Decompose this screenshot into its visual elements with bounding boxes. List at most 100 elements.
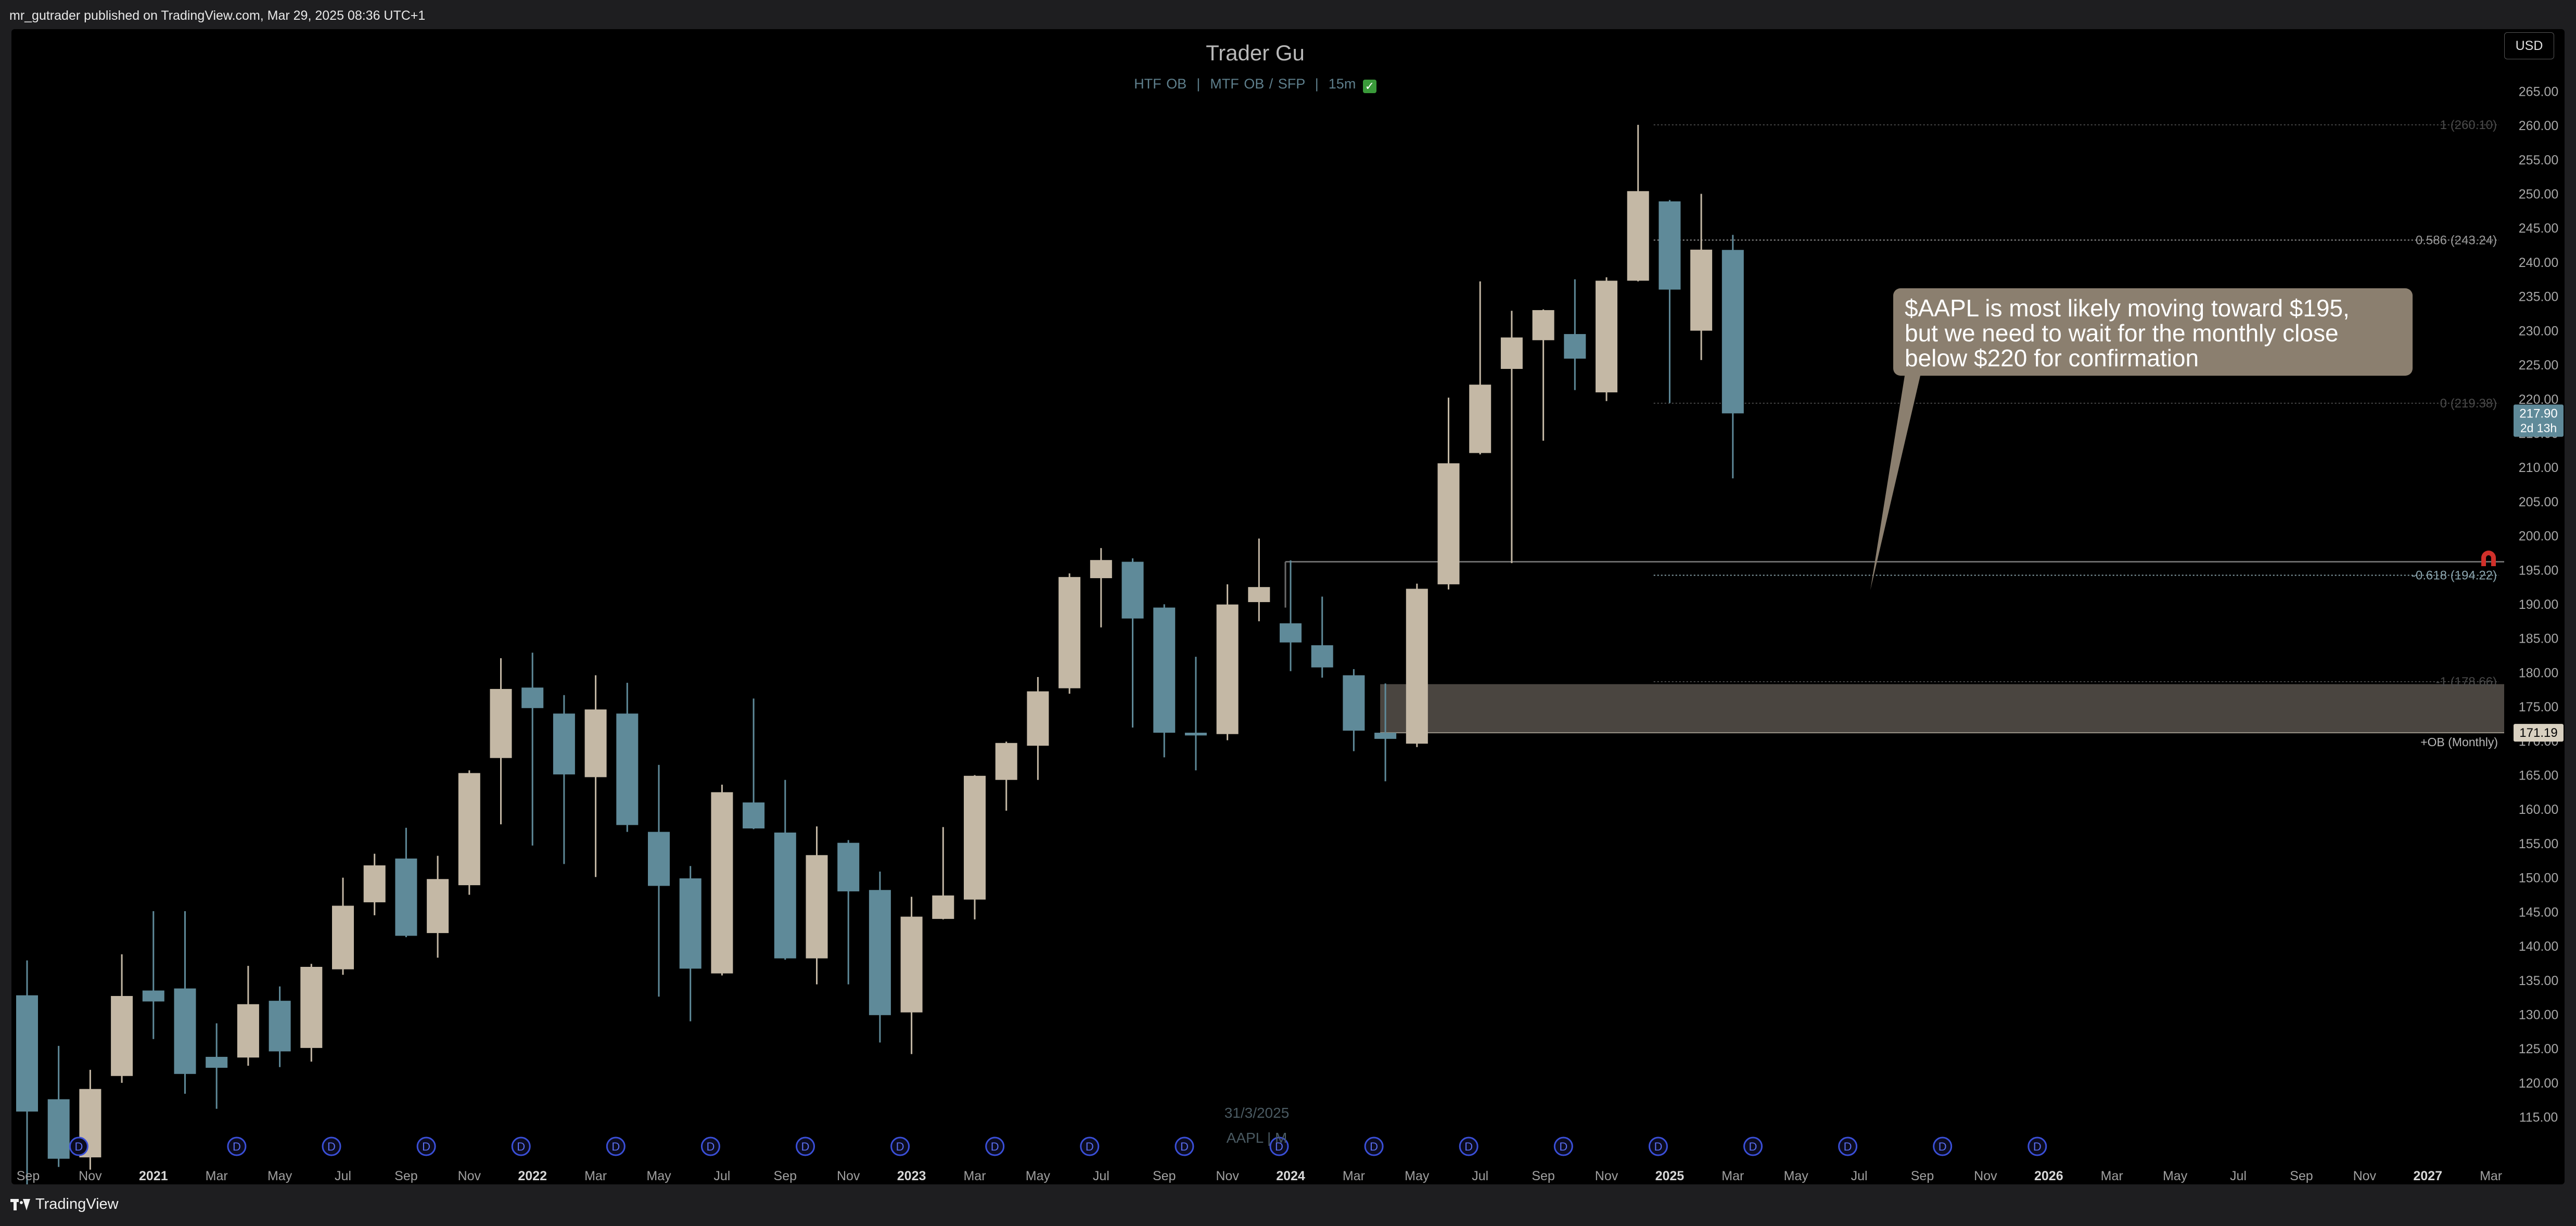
y-tick-label: 150.00 (2519, 871, 2558, 886)
candle-body-2021-09 (395, 858, 417, 936)
candle-body-2022-10 (806, 855, 828, 959)
x-tick-label: May (267, 1169, 292, 1183)
y-tick-label: 245.00 (2519, 221, 2558, 236)
x-tick-label: 2024 (1276, 1169, 1305, 1183)
chart-area[interactable]: +OB (Monthly) 1 (260.10) 0.586 (243.24) 0 (… (11, 29, 2565, 1184)
price-label-box-0 (2514, 404, 2564, 437)
y-tick-label: 230.00 (2519, 324, 2558, 338)
x-tick-label: Sep (17, 1169, 40, 1183)
dividend-marker (322, 1136, 341, 1156)
fib-label-4: -1 (178.66) (2436, 675, 2497, 689)
footer-bar: TradingView (0, 1184, 2576, 1226)
y-tick-label: 225.00 (2519, 358, 2558, 373)
y-tick-label: 160.00 (2519, 802, 2558, 817)
dividend-marker (1553, 1136, 1573, 1156)
candle-body-2022-01 (521, 687, 544, 708)
indicator-subtitle: HTF OB | MTF OB / SFP | 15m ✓ (11, 76, 2499, 93)
subtitle-15m: 15m (1328, 76, 1356, 92)
x-tick-label: Nov (1974, 1169, 1997, 1183)
candlestick-chart[interactable]: +OB (Monthly) 1 (260.10) 0.586 (243.24) 0 (… (11, 29, 2565, 1184)
candle-body-2024-07 (1469, 385, 1491, 453)
x-tick-label: Mar (584, 1169, 607, 1183)
x-tick-label: May (1784, 1169, 1809, 1183)
x-tick-label: Mar (1343, 1169, 1365, 1183)
candle-body-2021-04 (237, 1004, 259, 1058)
y-tick-label: 125.00 (2519, 1042, 2558, 1056)
y-tick-label: 135.00 (2519, 974, 2558, 988)
dividend-label: D (801, 1140, 810, 1153)
dividend-label: D (706, 1140, 715, 1153)
dividend-marker (227, 1136, 247, 1156)
candle-body-2023-10 (1184, 733, 1207, 736)
candle-body-2022-05 (648, 832, 670, 886)
dividend-marker (1364, 1136, 1384, 1156)
price-label-1: 171.19 (2519, 726, 2557, 740)
candle-body-2022-08 (743, 802, 765, 829)
y-tick-label: 260.00 (2519, 119, 2558, 133)
candle-body-2022-12 (869, 890, 891, 1015)
candle-body-2024-02 (1311, 645, 1333, 668)
candle-body-2020-09 (16, 995, 38, 1112)
dividend-marker (890, 1136, 910, 1156)
subtitle-mtf: MTF OB / SFP (1210, 76, 1305, 92)
y-tick-label: 210.00 (2519, 461, 2558, 475)
dividend-marker (985, 1136, 1005, 1156)
x-tick-label: Mar (1721, 1169, 1744, 1183)
currency-button[interactable]: USD (2504, 32, 2554, 59)
candle-body-2023-03 (964, 775, 986, 900)
candle-body-2023-05 (1027, 691, 1049, 746)
x-tick-label: Mar (206, 1169, 228, 1183)
x-tick-label: Mar (963, 1169, 986, 1183)
published-info: mr_gutrader published on TradingView.com… (9, 8, 426, 23)
candle-body-2022-03 (584, 709, 607, 777)
dividend-label: D (1464, 1140, 1473, 1153)
x-tick-label: Jul (1851, 1169, 1868, 1183)
x-tick-label: Nov (2353, 1169, 2377, 1183)
candle-body-2022-04 (616, 713, 639, 825)
dividend-label: D (611, 1140, 620, 1153)
candle-body-2023-01 (900, 916, 923, 1013)
x-tick-label: 2023 (897, 1169, 926, 1183)
candle-body-2021-10 (427, 879, 449, 934)
dividend-label: D (1939, 1140, 1947, 1153)
x-tick-label: May (1026, 1169, 1051, 1183)
order-block-label: +OB (Monthly) (2420, 735, 2498, 749)
candle-body-2021-12 (490, 688, 512, 758)
dividend-marker (1648, 1136, 1668, 1156)
candle-body-2023-09 (1153, 607, 1176, 733)
candle-body-2022-02 (553, 713, 575, 775)
dividend-label: D (2033, 1140, 2042, 1153)
dividend-label: D (517, 1140, 525, 1153)
footer-date: 31/3/2025 (1225, 1105, 1290, 1121)
y-tick-label: 185.00 (2519, 632, 2558, 646)
dividend-label: D (1370, 1140, 1378, 1153)
x-tick-label: Sep (1911, 1169, 1934, 1183)
tradingview-logo[interactable]: TradingView (10, 1196, 119, 1213)
candle-body-2024-10 (1564, 334, 1586, 359)
price-label-countdown: 2d 13h (2520, 421, 2557, 435)
x-tick-label: May (1405, 1169, 1430, 1183)
y-tick-label: 130.00 (2519, 1007, 2558, 1022)
x-tick-label: Nov (1216, 1169, 1239, 1183)
candle-body-2025-02 (1690, 249, 1713, 331)
annotation-callout[interactable]: $AAPL is most likely moving toward $195,… (1893, 288, 2413, 376)
y-tick-label: 200.00 (2519, 529, 2558, 544)
dividend-label: D (422, 1140, 430, 1153)
dividend-label: D (1275, 1140, 1283, 1153)
candle-body-2022-07 (711, 792, 733, 974)
dividend-marker (1933, 1136, 1953, 1156)
y-tick-label: 195.00 (2519, 563, 2558, 578)
dividend-marker (1080, 1136, 1100, 1156)
annotation-line-2: but we need to wait for the monthly clos… (1905, 320, 2339, 347)
dividend-marker (796, 1136, 815, 1156)
x-tick-label: Mar (2480, 1169, 2502, 1183)
candle-body-2021-03 (206, 1056, 228, 1068)
fib-label-2: 0 (219.38) (2440, 397, 2497, 411)
candle-body-2024-12 (1627, 191, 1649, 281)
dividend-marker (1743, 1136, 1763, 1156)
candle-body-2024-03 (1343, 675, 1365, 731)
candle-body-2021-02 (174, 988, 196, 1074)
annotation-pointer (1870, 376, 1920, 590)
candle-body-2023-11 (1216, 604, 1239, 734)
dividend-marker (606, 1136, 626, 1156)
